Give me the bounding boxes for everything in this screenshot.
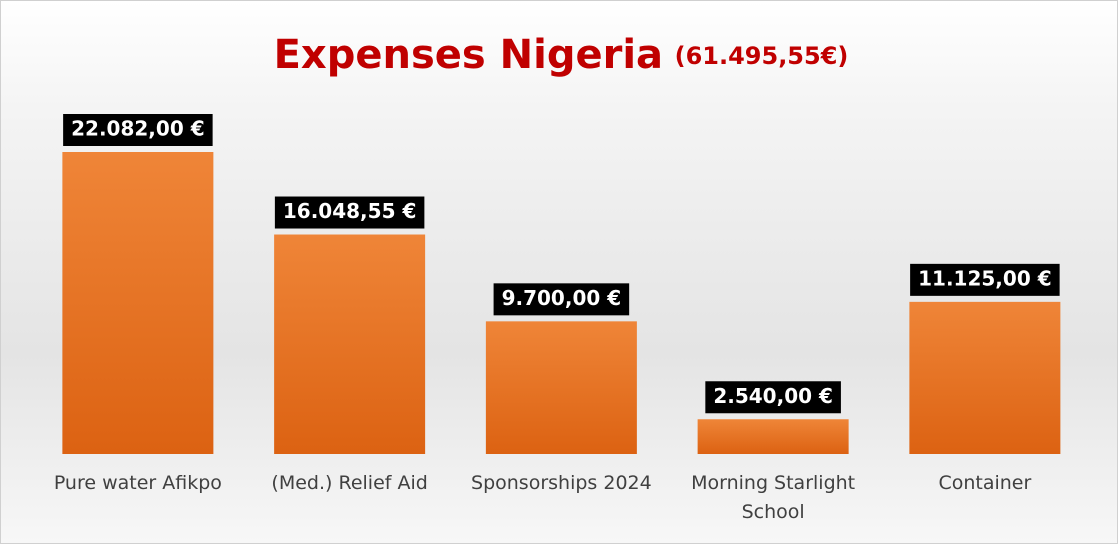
bar bbox=[485, 321, 637, 454]
title: Expenses Nigeria bbox=[274, 32, 663, 78]
x-tick-label: (Med.) Relief Aid bbox=[271, 472, 428, 494]
value-label-box bbox=[493, 283, 630, 316]
value-label-box bbox=[63, 114, 213, 146]
value-label-box bbox=[705, 381, 841, 414]
bar bbox=[62, 152, 214, 454]
x-tick-label: Morning Starlight School bbox=[691, 472, 856, 523]
value-label: 11.125,00 € bbox=[918, 266, 1052, 290]
value-label: 9.700,00 € bbox=[502, 286, 622, 310]
value-label: 2.540,00 € bbox=[713, 384, 833, 408]
chart-title: Expenses Nigeria (61.495,55€) bbox=[274, 32, 849, 78]
x-tick-label: Container bbox=[938, 472, 1032, 494]
bar bbox=[909, 301, 1061, 454]
value-label-box bbox=[274, 196, 425, 229]
x-tick-label: Sponsorships 2024 bbox=[471, 472, 652, 494]
subtitle: (61.495,55€) bbox=[675, 42, 849, 70]
value-label: 16.048,55 € bbox=[283, 199, 417, 223]
x-tick-label: Pure water Afikpo bbox=[53, 472, 222, 494]
value-label: 22.082,00 € bbox=[71, 117, 205, 141]
bar bbox=[697, 419, 849, 454]
bar bbox=[274, 234, 426, 454]
value-label-box bbox=[910, 263, 1060, 296]
